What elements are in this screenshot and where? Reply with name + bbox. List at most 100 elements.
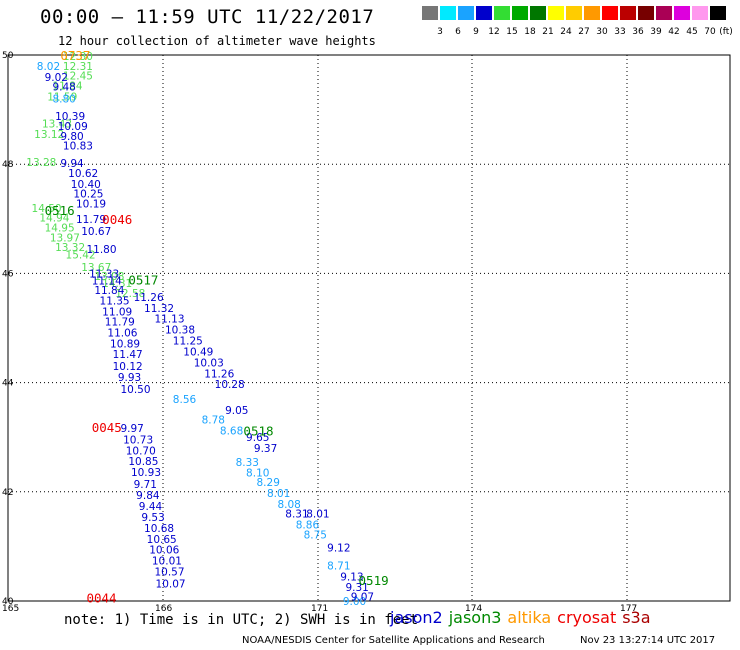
colorbar-label: 21 — [542, 27, 554, 37]
colorbar-swatch — [494, 6, 510, 20]
wave-height-value: 11.06 — [107, 327, 137, 339]
pass-time-label: 0737 — [60, 48, 90, 63]
wave-height-value: 12.30 — [63, 51, 93, 63]
lat-label: 42 — [2, 488, 13, 498]
wave-height-value: 10.85 — [128, 456, 158, 468]
credit-text: NOAA/NESDIS Center for Satellite Applica… — [242, 635, 545, 646]
wave-height-value: 11.59 — [47, 91, 77, 103]
wave-height-value: 14.50 — [32, 203, 62, 215]
wave-height-value: 9.00 — [343, 596, 366, 608]
wave-height-value: 9.65 — [246, 432, 269, 444]
wave-height-value: 11.80 — [86, 244, 116, 256]
wave-height-value: 8.02 — [37, 61, 60, 73]
colorbar-label: 30 — [596, 27, 608, 37]
map-title: 00:00 – 11:59 UTC 11/22/2017 — [40, 6, 375, 28]
wave-height-value: 10.28 — [215, 379, 245, 391]
wave-height-value: 14.95 — [45, 223, 75, 235]
satellite-legend-altika: altika — [507, 608, 552, 627]
lat-label: 46 — [2, 269, 14, 279]
colorbar-label: 12 — [488, 27, 500, 37]
wave-height-value: 12.45 — [63, 71, 93, 83]
pass-time-label: 0518 — [243, 424, 273, 439]
colorbar-label: 18 — [524, 27, 536, 37]
wave-height-value: 8.08 — [277, 499, 300, 511]
wave-height-value: 10.67 — [81, 226, 111, 238]
wave-height-value: 10.25 — [73, 189, 103, 201]
wave-height-value: 13.28 — [26, 157, 56, 169]
wave-height-value: 13.08 — [94, 271, 124, 283]
wave-height-value: 10.89 — [110, 338, 140, 350]
lon-label: 165 — [2, 604, 19, 614]
colorbar-label: 42 — [668, 27, 680, 37]
wave-height-value: 11.26 — [204, 368, 234, 380]
pass-time-label: 0044 — [86, 590, 116, 605]
pass-time-label: 0046 — [102, 212, 132, 227]
wave-height-value: 11.13 — [154, 314, 184, 326]
colorbar-swatch — [512, 6, 528, 20]
satellite-legend: jason2 jason3 altika cryosat s3a — [390, 608, 657, 627]
wave-height-value: 11.26 — [134, 292, 164, 304]
colorbar-label: 70 — [704, 27, 716, 37]
colorbar-swatch — [674, 6, 690, 20]
lat-label: 50 — [2, 51, 14, 61]
footer-note: note: 1) Time is in UTC; 2) SWH is in fe… — [64, 612, 419, 628]
wave-height-value: 10.39 — [55, 111, 85, 123]
wave-height-value: 9.97 — [120, 423, 143, 435]
satellite-legend-cryosat: cryosat — [557, 608, 617, 627]
colorbar-label: 9 — [473, 27, 479, 37]
wave-height-value: 11.79 — [105, 316, 135, 328]
colorbar-label: 6 — [455, 27, 461, 37]
colorbar-label: 45 — [686, 27, 698, 37]
wave-height-value: 11.84 — [94, 285, 124, 297]
lat-label: 48 — [2, 160, 14, 170]
colorbar-swatch — [602, 6, 618, 20]
colorbar-swatch — [476, 6, 492, 20]
colorbar-swatch — [692, 6, 708, 20]
wave-height-value: 9.05 — [225, 405, 248, 417]
colorbar-swatch — [638, 6, 654, 20]
wave-height-value: 10.93 — [131, 467, 161, 479]
wave-height-value: 10.65 — [147, 534, 177, 546]
pass-time-label: 0516 — [45, 203, 75, 218]
wave-height-value: 13.32 — [55, 242, 85, 254]
lon-label: 174 — [465, 604, 482, 614]
wave-height-value: 13.12 — [34, 129, 64, 141]
colorbar-swatch — [566, 6, 582, 20]
lat-label: 40 — [2, 597, 14, 607]
wave-height-value: 9.12 — [327, 542, 350, 554]
wave-height-value: 10.49 — [183, 346, 213, 358]
pass-time-label: 0517 — [128, 272, 158, 287]
wave-height-value: 8.80 — [52, 94, 75, 106]
lon-label: 166 — [155, 604, 172, 614]
wave-height-value: 10.03 — [194, 357, 224, 369]
pass-time-label: 0519 — [359, 573, 389, 588]
wave-height-value: 10.38 — [165, 325, 195, 337]
wave-height-value: 11.25 — [173, 336, 203, 348]
colorbar-swatch — [440, 6, 456, 20]
colorbar-swatch — [422, 6, 438, 20]
wave-height-value: 14.31 — [102, 278, 132, 290]
wave-height-value: 12.31 — [63, 61, 93, 73]
wave-height-value: 8.56 — [173, 394, 197, 406]
wave-height-value: 8.68 — [220, 426, 243, 438]
wave-height-value: 11.47 — [113, 349, 143, 361]
wave-height-value: 10.09 — [58, 121, 88, 133]
colorbar-label: 3 — [437, 27, 443, 37]
wave-height-value: 8.75 — [304, 529, 327, 541]
map-subtitle: 12 hour collection of altimeter wave hei… — [58, 34, 376, 48]
lon-label: 171 — [311, 604, 328, 614]
wave-height-value: 9.13 — [340, 571, 363, 583]
wave-height-value: 11.35 — [100, 296, 130, 308]
wave-height-value: 11.33 — [89, 268, 119, 280]
lat-label: 44 — [2, 379, 14, 389]
satellite-legend-jason2: jason2 — [390, 608, 443, 627]
colorbar-swatch — [620, 6, 636, 20]
wave-height-value: 11.79 — [76, 214, 106, 226]
colorbar-swatch — [656, 6, 672, 20]
wave-height-value: 11.14 — [92, 275, 122, 287]
wave-height-value: 9.37 — [254, 443, 277, 455]
wave-height-value: 8.33 — [236, 457, 259, 469]
wave-height-value: 9.94 — [60, 158, 84, 170]
wave-height-value: 8.01 — [306, 509, 329, 521]
colorbar-swatch — [710, 6, 726, 20]
